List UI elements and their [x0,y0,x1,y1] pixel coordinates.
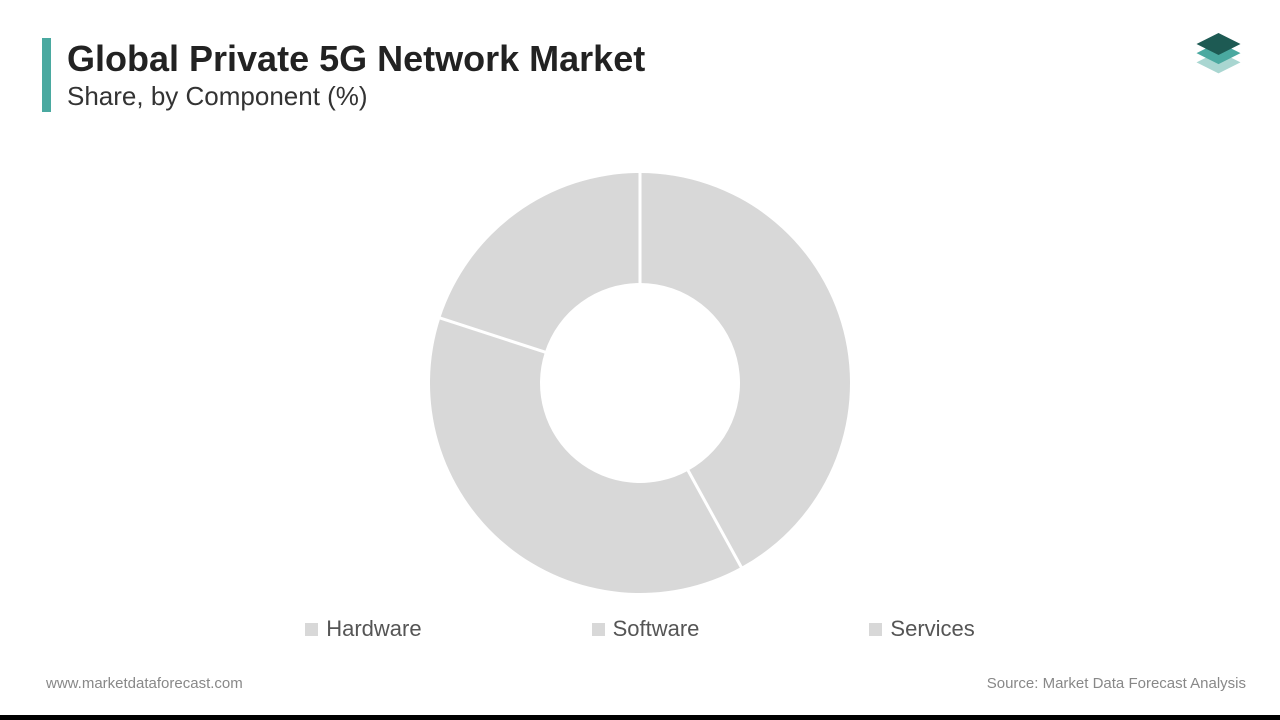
chart-legend: Hardware Software Services [0,616,1280,642]
legend-swatch-icon [305,623,318,636]
legend-label: Software [613,616,700,642]
page-title: Global Private 5G Network Market [67,38,645,79]
legend-item: Software [592,616,700,642]
legend-item: Hardware [305,616,421,642]
legend-swatch-icon [869,623,882,636]
brand-logo-icon [1191,22,1246,77]
legend-label: Services [890,616,974,642]
legend-swatch-icon [592,623,605,636]
accent-bar [42,38,51,112]
header: Global Private 5G Network Market Share, … [42,38,645,112]
footer-source: Source: Market Data Forecast Analysis [987,675,1246,692]
legend-label: Hardware [326,616,421,642]
donut-slice [440,173,640,352]
title-block: Global Private 5G Network Market Share, … [67,38,645,112]
bottom-border [0,715,1280,720]
donut-chart [0,155,1280,610]
donut-slice [430,318,741,593]
footer-url: www.marketdataforecast.com [46,675,243,692]
legend-item: Services [869,616,974,642]
page-subtitle: Share, by Component (%) [67,81,645,112]
